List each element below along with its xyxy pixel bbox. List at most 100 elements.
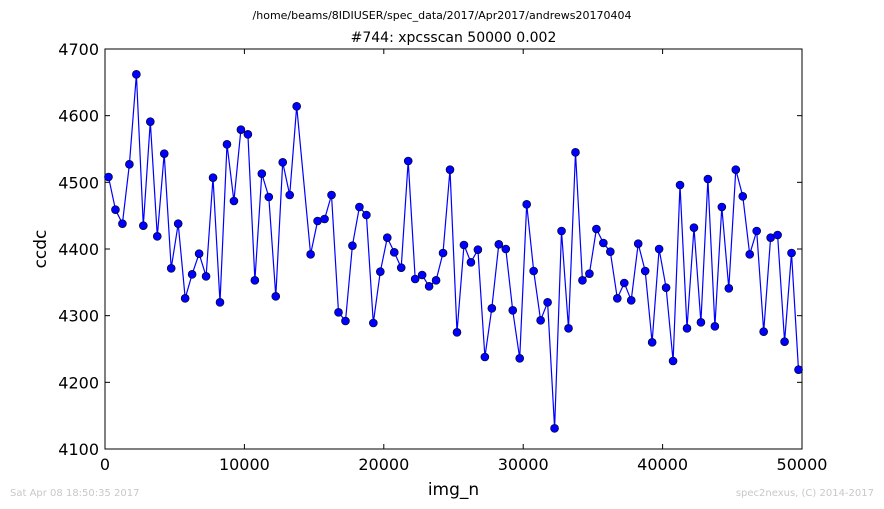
- data-point: [369, 318, 378, 328]
- data-point: [229, 196, 239, 206]
- data-point: [682, 324, 692, 333]
- data-point: [111, 205, 120, 214]
- data-point: [132, 70, 141, 79]
- file-path-title: /home/beams/8IDIUSER/spec_data/2017/Apr2…: [252, 9, 632, 22]
- data-point: [487, 304, 497, 313]
- data-point: [376, 267, 385, 276]
- credit-text: spec2nexus, (C) 2014-2017: [735, 488, 874, 499]
- data-point: [536, 316, 545, 325]
- data-point: [654, 244, 664, 254]
- data-point: [257, 169, 267, 178]
- data-point: [382, 233, 392, 242]
- data-point: [292, 102, 301, 111]
- x-tick-label: 10000: [219, 455, 270, 474]
- x-tick-label: 20000: [358, 455, 409, 474]
- data-point: [264, 192, 274, 202]
- data-point: [703, 174, 713, 184]
- data-point: [787, 248, 796, 258]
- data-point: [159, 149, 169, 158]
- data-point: [794, 365, 803, 374]
- y-tick-label: 4400: [58, 240, 99, 259]
- data-point: [724, 284, 734, 293]
- data-point: [201, 272, 211, 281]
- data-point: [599, 238, 608, 248]
- data-point: [557, 226, 566, 236]
- data-point: [452, 328, 462, 337]
- data-point: [752, 226, 761, 236]
- data-point: [543, 298, 552, 307]
- data-series: [104, 70, 803, 433]
- data-point: [606, 247, 615, 256]
- data-point: [466, 258, 476, 267]
- data-point: [773, 230, 782, 240]
- data-point: [515, 354, 525, 363]
- x-axis-label: img_n: [428, 480, 479, 500]
- data-point: [194, 249, 204, 258]
- data-point: [327, 190, 336, 200]
- data-point: [320, 214, 329, 224]
- data-point: [306, 250, 315, 259]
- data-point: [578, 276, 587, 285]
- data-point: [166, 264, 176, 273]
- data-point: [271, 292, 281, 301]
- data-point: [710, 322, 720, 331]
- data-point: [410, 274, 420, 284]
- data-point: [738, 192, 748, 201]
- data-point: [480, 352, 490, 362]
- data-point: [139, 221, 148, 230]
- data-point: [745, 250, 755, 259]
- data-point: [522, 200, 531, 209]
- data-point: [494, 240, 504, 249]
- y-tick-label: 4500: [58, 173, 99, 192]
- x-tick-label: 0: [100, 455, 110, 474]
- data-point: [585, 269, 594, 278]
- data-point: [417, 270, 427, 280]
- data-point: [759, 327, 768, 336]
- data-point: [612, 294, 622, 303]
- data-point: [173, 219, 183, 228]
- data-point: [403, 156, 413, 166]
- data-point: [215, 298, 225, 307]
- data-point: [341, 316, 350, 326]
- data-point: [152, 232, 162, 241]
- data-point: [396, 263, 406, 272]
- x-tick-label: 40000: [637, 455, 688, 474]
- data-point: [459, 240, 469, 250]
- data-point: [661, 283, 671, 292]
- x-tick-label: 30000: [498, 455, 549, 474]
- data-point: [647, 338, 657, 347]
- data-point: [355, 202, 364, 212]
- y-tick-label: 4200: [58, 373, 99, 392]
- scan-title: #744: xpcsscan 50000 0.002: [350, 30, 557, 46]
- data-point: [389, 248, 399, 257]
- data-point: [571, 148, 580, 157]
- data-point: [689, 223, 699, 232]
- data-point: [222, 140, 232, 149]
- data-point: [592, 224, 601, 234]
- data-point: [508, 306, 518, 315]
- data-point: [250, 276, 260, 285]
- data-point: [118, 219, 127, 228]
- data-point: [501, 244, 511, 254]
- y-tick-label: 4100: [58, 440, 99, 459]
- data-point: [626, 296, 636, 305]
- data-point: [348, 241, 357, 250]
- data-point: [564, 324, 573, 333]
- data-point: [780, 337, 789, 346]
- data-point: [125, 160, 134, 169]
- data-point: [362, 210, 371, 220]
- y-tick-label: 4700: [58, 40, 99, 59]
- data-point: [104, 172, 113, 182]
- timestamp: Sat Apr 08 18:50:35 2017: [10, 488, 140, 499]
- data-point: [438, 248, 448, 258]
- data-point: [675, 180, 685, 190]
- y-axis-label: ccdc: [31, 230, 51, 269]
- data-point: [550, 424, 559, 433]
- data-point: [731, 165, 741, 174]
- data-point: [278, 158, 288, 167]
- data-point: [717, 202, 727, 212]
- data-point: [633, 239, 643, 248]
- data-point: [146, 117, 155, 126]
- data-point: [696, 318, 706, 327]
